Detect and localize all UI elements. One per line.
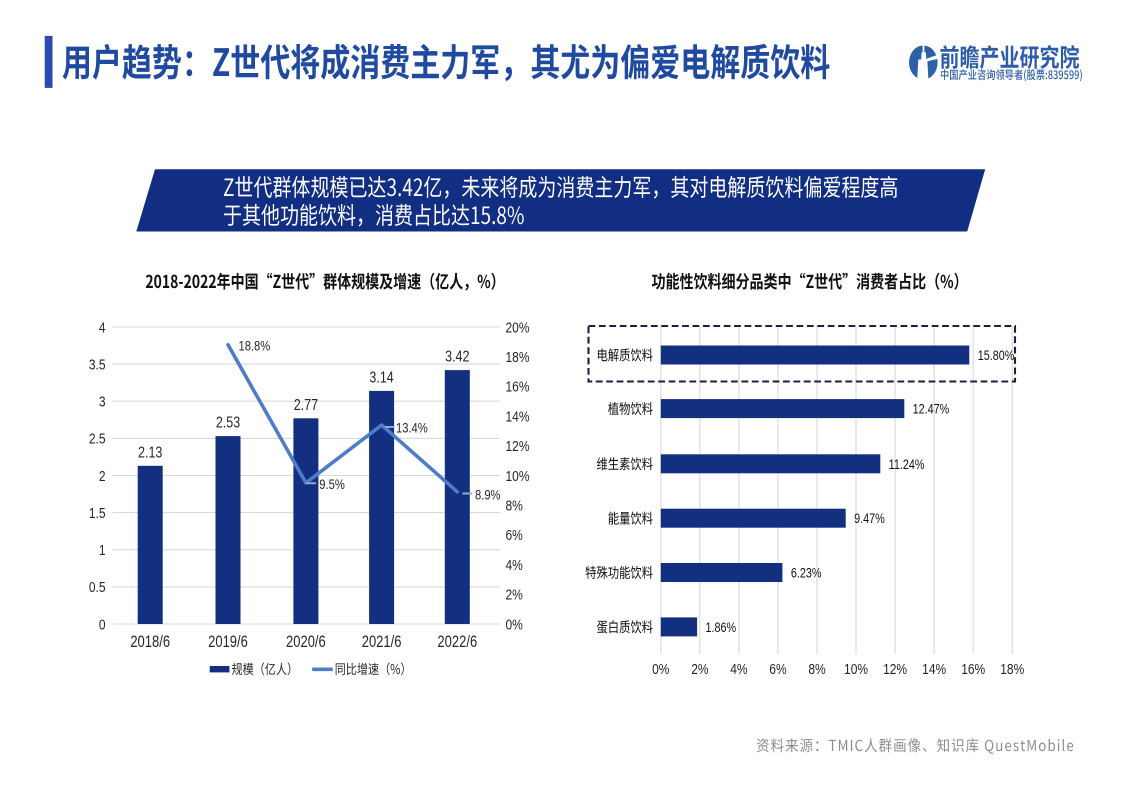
svg-text:0%: 0%: [652, 661, 669, 678]
svg-text:3: 3: [99, 393, 106, 410]
svg-text:2.77: 2.77: [294, 397, 318, 415]
svg-text:1.86%: 1.86%: [706, 620, 737, 635]
svg-text:2018/6: 2018/6: [130, 634, 170, 652]
svg-text:20%: 20%: [506, 319, 530, 336]
svg-text:12%: 12%: [506, 438, 530, 455]
svg-text:0.5: 0.5: [89, 579, 106, 596]
svg-text:2.13: 2.13: [138, 444, 162, 462]
svg-text:2019/6: 2019/6: [208, 634, 248, 652]
svg-text:14%: 14%: [506, 408, 530, 425]
svg-text:9.47%: 9.47%: [854, 511, 885, 526]
svg-text:18%: 18%: [1000, 661, 1024, 678]
svg-text:0: 0: [99, 616, 106, 633]
svg-text:10%: 10%: [506, 468, 530, 485]
svg-text:2: 2: [99, 468, 106, 485]
svg-text:2%: 2%: [506, 586, 523, 603]
svg-text:16%: 16%: [506, 378, 530, 395]
svg-text:3.42: 3.42: [445, 348, 469, 366]
svg-text:6.23%: 6.23%: [791, 565, 822, 580]
svg-text:18.8%: 18.8%: [239, 337, 271, 354]
svg-text:4%: 4%: [506, 557, 523, 574]
svg-text:8%: 8%: [506, 497, 523, 514]
svg-text:3.5: 3.5: [89, 356, 106, 373]
svg-text:10%: 10%: [844, 661, 868, 678]
svg-text:1.5: 1.5: [89, 505, 106, 522]
svg-text:4: 4: [99, 319, 106, 336]
svg-text:14%: 14%: [922, 661, 946, 678]
svg-text:2.53: 2.53: [216, 414, 240, 432]
svg-text:2%: 2%: [691, 661, 708, 678]
svg-text:8.9%: 8.9%: [475, 486, 501, 503]
svg-text:8%: 8%: [808, 661, 825, 678]
svg-text:1: 1: [99, 542, 106, 559]
svg-text:2020/6: 2020/6: [286, 634, 326, 652]
svg-text:13.4%: 13.4%: [396, 419, 428, 436]
svg-text:4%: 4%: [730, 661, 747, 678]
svg-text:11.24%: 11.24%: [889, 457, 925, 472]
svg-text:12%: 12%: [883, 661, 907, 678]
svg-text:18%: 18%: [506, 349, 530, 366]
svg-text:9.5%: 9.5%: [319, 476, 345, 493]
svg-text:6%: 6%: [506, 527, 523, 544]
svg-text:15.80%: 15.80%: [978, 348, 1015, 363]
svg-text:12.47%: 12.47%: [913, 401, 950, 416]
svg-text:3.14: 3.14: [369, 369, 393, 387]
svg-text:2022/6: 2022/6: [437, 634, 477, 652]
svg-text:2.5: 2.5: [89, 430, 106, 447]
svg-text:0%: 0%: [506, 616, 523, 633]
svg-text:2021/6: 2021/6: [362, 634, 402, 652]
svg-text:16%: 16%: [961, 661, 985, 678]
svg-text:6%: 6%: [769, 661, 786, 678]
